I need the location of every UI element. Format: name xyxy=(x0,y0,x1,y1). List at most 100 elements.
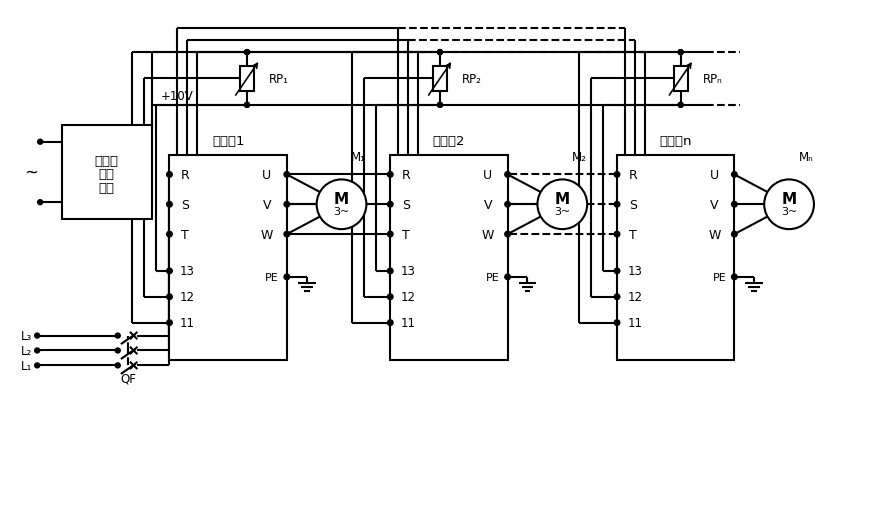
Circle shape xyxy=(732,173,737,178)
Circle shape xyxy=(679,50,683,55)
Text: RPₙ: RPₙ xyxy=(703,73,722,86)
Text: 13: 13 xyxy=(401,265,415,278)
Circle shape xyxy=(388,294,393,300)
Text: R: R xyxy=(181,168,190,182)
Circle shape xyxy=(245,103,249,108)
Text: 电源: 电源 xyxy=(98,182,115,195)
Circle shape xyxy=(437,50,442,55)
Circle shape xyxy=(245,50,249,55)
Text: PE: PE xyxy=(712,272,726,282)
Bar xyxy=(240,66,254,92)
Text: L₂: L₂ xyxy=(21,344,32,357)
Text: RP₁: RP₁ xyxy=(269,73,289,86)
Text: U: U xyxy=(262,168,272,182)
Circle shape xyxy=(284,232,289,237)
Bar xyxy=(433,66,447,92)
Circle shape xyxy=(679,50,683,55)
Circle shape xyxy=(614,232,620,237)
Text: M: M xyxy=(555,191,570,207)
Text: W: W xyxy=(482,228,494,241)
Bar xyxy=(170,155,287,361)
Circle shape xyxy=(166,232,172,237)
Text: 11: 11 xyxy=(401,317,415,329)
Bar xyxy=(390,155,508,361)
Circle shape xyxy=(614,320,620,326)
Text: PE: PE xyxy=(265,272,279,282)
Text: U: U xyxy=(483,168,492,182)
Text: 13: 13 xyxy=(627,265,642,278)
Circle shape xyxy=(37,201,43,205)
Circle shape xyxy=(437,50,442,55)
Circle shape xyxy=(388,269,393,274)
Circle shape xyxy=(614,173,620,178)
Circle shape xyxy=(115,363,120,368)
Text: 11: 11 xyxy=(179,317,195,329)
Circle shape xyxy=(614,202,620,208)
Circle shape xyxy=(732,202,737,208)
Circle shape xyxy=(437,103,442,108)
Circle shape xyxy=(388,173,393,178)
Text: S: S xyxy=(402,199,410,211)
Text: W: W xyxy=(260,228,273,241)
Circle shape xyxy=(35,363,40,368)
Text: 变频刨1: 变频刨1 xyxy=(212,135,245,148)
Circle shape xyxy=(679,103,683,108)
Circle shape xyxy=(166,269,172,274)
Text: ~: ~ xyxy=(24,163,38,182)
Bar xyxy=(617,155,734,361)
Circle shape xyxy=(732,274,737,280)
Circle shape xyxy=(115,348,120,353)
Circle shape xyxy=(388,232,393,237)
Text: T: T xyxy=(181,228,189,241)
Text: 3~: 3~ xyxy=(554,207,571,217)
Text: V: V xyxy=(710,199,719,211)
Circle shape xyxy=(115,333,120,338)
Text: +10V: +10V xyxy=(161,90,193,103)
Text: R: R xyxy=(629,168,638,182)
Circle shape xyxy=(166,320,172,326)
Text: M: M xyxy=(334,191,349,207)
Text: 3~: 3~ xyxy=(334,207,349,217)
Circle shape xyxy=(437,103,442,108)
Text: QF: QF xyxy=(121,372,137,385)
Circle shape xyxy=(284,173,289,178)
Text: L₃: L₃ xyxy=(21,329,32,343)
Circle shape xyxy=(166,294,172,300)
Circle shape xyxy=(614,269,620,274)
Text: RP₂: RP₂ xyxy=(462,73,482,86)
Text: V: V xyxy=(263,199,271,211)
Bar xyxy=(673,66,687,92)
Text: S: S xyxy=(629,199,637,211)
Circle shape xyxy=(37,140,43,145)
Text: M₂: M₂ xyxy=(571,151,587,164)
Text: Mₙ: Mₙ xyxy=(799,151,814,164)
Circle shape xyxy=(388,202,393,208)
Circle shape xyxy=(614,294,620,300)
Circle shape xyxy=(505,274,510,280)
Text: 3~: 3~ xyxy=(781,207,797,217)
Text: 11: 11 xyxy=(627,317,643,329)
Text: T: T xyxy=(402,228,410,241)
Circle shape xyxy=(317,180,367,230)
Text: 12: 12 xyxy=(179,291,195,304)
Text: V: V xyxy=(483,199,492,211)
Text: M₁: M₁ xyxy=(351,151,366,164)
Text: 可调压: 可调压 xyxy=(95,154,118,167)
Text: U: U xyxy=(710,168,719,182)
Text: M: M xyxy=(781,191,797,207)
Text: 13: 13 xyxy=(180,265,195,278)
Circle shape xyxy=(764,180,814,230)
Circle shape xyxy=(284,274,289,280)
Text: S: S xyxy=(181,199,189,211)
Circle shape xyxy=(679,103,683,108)
Circle shape xyxy=(537,180,587,230)
Circle shape xyxy=(35,348,40,353)
Text: T: T xyxy=(629,228,637,241)
Circle shape xyxy=(505,202,510,208)
Text: 变频刨2: 变频刨2 xyxy=(433,135,465,148)
Circle shape xyxy=(35,333,40,338)
Circle shape xyxy=(505,232,510,237)
Text: W: W xyxy=(708,228,720,241)
Circle shape xyxy=(388,320,393,326)
Text: PE: PE xyxy=(486,272,500,282)
